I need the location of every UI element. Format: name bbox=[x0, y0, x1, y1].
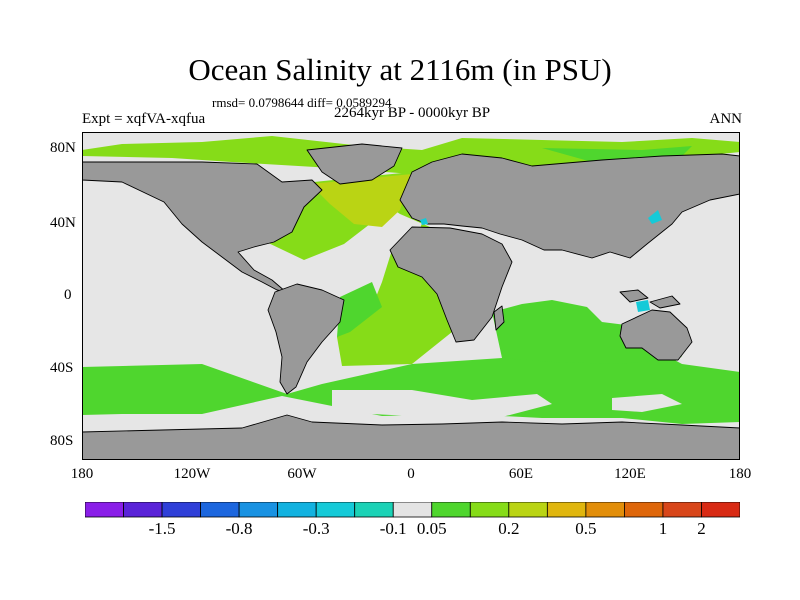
arctic-anomaly bbox=[82, 136, 740, 174]
arctic-anomaly-patch bbox=[542, 146, 692, 162]
maritime-continent bbox=[619, 289, 649, 303]
lon-tick-label: 60E bbox=[508, 466, 534, 482]
colorbar-swatch bbox=[701, 502, 740, 518]
lon-tick-label: 180 bbox=[728, 466, 752, 482]
experiment-label: Expt = xqfVA-xqfua bbox=[82, 111, 206, 127]
continents bbox=[82, 143, 740, 460]
colorbar-swatch bbox=[315, 502, 356, 518]
lon-tick-label: 180 bbox=[70, 466, 94, 482]
south-america bbox=[267, 283, 345, 395]
africa bbox=[389, 226, 513, 343]
colorbar-tick-label: -0.8 bbox=[225, 519, 253, 538]
colorbar-tick-label: 1 bbox=[658, 519, 668, 538]
lon-tick-label: 60W bbox=[287, 466, 317, 482]
atlantic-anomaly-patch bbox=[337, 282, 382, 337]
maritime-continent bbox=[649, 295, 681, 309]
north-america bbox=[82, 161, 323, 293]
colorbar-swatch bbox=[662, 502, 702, 518]
colorbar-swatch bbox=[585, 502, 625, 518]
greenland bbox=[306, 143, 403, 185]
colorbar-swatch bbox=[200, 502, 240, 518]
indonesian-seas-anomaly bbox=[636, 300, 650, 312]
colorbar-tick-label: -1.5 bbox=[148, 519, 176, 538]
lon-tick-label: 0 bbox=[407, 466, 415, 482]
map-frame bbox=[82, 132, 740, 460]
colorbar-swatch bbox=[431, 502, 471, 518]
lat-tick-label: 40S bbox=[50, 360, 74, 376]
eurasia bbox=[399, 153, 740, 259]
lat-tick-label: 40N bbox=[50, 215, 76, 231]
colorbar-swatch bbox=[508, 502, 548, 518]
colorbar-tick-label: -0.1 bbox=[379, 519, 407, 538]
southern-neutral-patch bbox=[332, 390, 552, 417]
mediterranean-anomaly bbox=[420, 218, 428, 225]
japan-sea-anomaly bbox=[648, 210, 662, 224]
colorbar-swatch bbox=[392, 502, 433, 518]
colorbar bbox=[85, 502, 740, 518]
southern-neutral-patch bbox=[612, 394, 682, 412]
colorbar-swatch bbox=[624, 502, 664, 518]
lat-tick-label: 80N bbox=[50, 140, 76, 156]
colorbar-tick-label: 0.5 bbox=[575, 519, 597, 538]
colorbar-swatch bbox=[546, 502, 587, 518]
colorbar-tick-label: 0.2 bbox=[498, 519, 520, 538]
season-label: ANN bbox=[709, 111, 743, 127]
colorbar-tick-label: 2 bbox=[697, 519, 706, 538]
colorbar-swatch bbox=[161, 502, 201, 518]
antarctica bbox=[82, 414, 740, 460]
lon-tick-label: 120E bbox=[614, 466, 646, 482]
salinity-map bbox=[82, 132, 740, 460]
lon-tick-label: 120W bbox=[173, 466, 211, 482]
australia bbox=[619, 309, 693, 361]
colorbar-swatch bbox=[123, 502, 163, 518]
atlantic-anomaly bbox=[262, 172, 454, 366]
colorbar-swatch bbox=[469, 502, 510, 518]
madagascar bbox=[493, 305, 505, 331]
north-atlantic-anomaly bbox=[310, 174, 412, 227]
colorbar-tick-label: 0.05 bbox=[416, 519, 447, 538]
time-period: 2264kyr BP - 0000kyr BP bbox=[333, 105, 491, 121]
colorbar-tick-label: -0.3 bbox=[302, 519, 330, 538]
colorbar-swatch bbox=[354, 502, 394, 518]
rmsd-diff-stats: rmsd= 0.0798644 diff= 0.0589294 bbox=[212, 95, 392, 110]
colorbar-swatch bbox=[277, 502, 317, 518]
colorbar-swatch bbox=[238, 502, 279, 518]
lat-tick-label: 0 bbox=[64, 287, 72, 303]
lat-tick-label: 80S bbox=[50, 433, 74, 449]
colorbar-swatch bbox=[85, 502, 124, 518]
map-title: Ocean Salinity at 2116m (in PSU) bbox=[188, 52, 612, 87]
